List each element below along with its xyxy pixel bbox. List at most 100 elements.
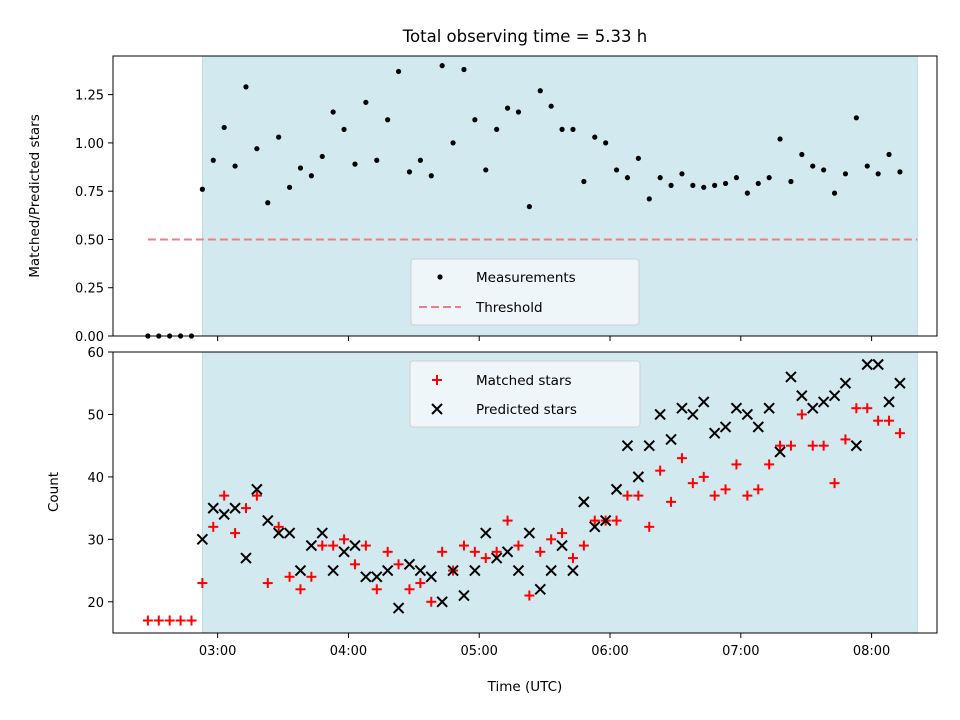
top-legend-box xyxy=(410,258,640,326)
predicted-star-point xyxy=(425,571,437,583)
measurement-point xyxy=(603,140,609,146)
matched-star-point xyxy=(535,546,546,557)
measurement-point xyxy=(668,182,674,188)
measurement-point xyxy=(853,115,859,121)
measurement-point xyxy=(395,68,402,75)
measurement-point xyxy=(472,117,478,123)
predicted-star-point xyxy=(817,396,830,408)
measurement-point xyxy=(330,109,336,115)
measurement-point xyxy=(385,117,391,123)
matched-star-point xyxy=(502,515,513,526)
bottom-y-tick-label: 60 xyxy=(87,346,104,361)
predicted-star-point xyxy=(698,396,710,408)
top-y-ticks: 0.00 0.25 0.50 0.75 1.00 1.25 xyxy=(75,89,113,345)
matched-star-point xyxy=(851,403,862,414)
measurement-point xyxy=(581,178,587,185)
predicted-star-point xyxy=(240,552,252,564)
bottom-y-tick-label: 30 xyxy=(87,533,104,548)
measurement-point xyxy=(864,163,870,169)
matched-star-point xyxy=(862,403,873,414)
chart-title: Total observing time = 5.33 h xyxy=(402,27,647,46)
measurement-point xyxy=(875,171,881,177)
matched-star-point xyxy=(404,584,415,595)
matched-star-point xyxy=(469,546,480,557)
measurement-point xyxy=(733,175,740,181)
predicted-star-point xyxy=(621,439,634,452)
bottom-legend-box xyxy=(409,360,641,428)
measurement-point xyxy=(886,151,892,158)
matched-star-point xyxy=(371,584,382,595)
measurement-point xyxy=(515,109,522,115)
predicted-star-point xyxy=(785,371,797,383)
matched-star-point xyxy=(785,440,796,451)
top-y-tick-label: 0.75 xyxy=(75,185,104,200)
matched-star-point xyxy=(633,490,644,501)
measurement-point xyxy=(319,153,325,160)
measurement-point xyxy=(439,63,445,69)
predicted-star-point xyxy=(578,496,590,508)
measurement-point xyxy=(461,66,467,73)
predicted-star-point xyxy=(251,483,263,496)
legend-matched-marker xyxy=(432,375,442,385)
predicted-star-point xyxy=(196,533,209,546)
matched-star-point xyxy=(873,415,884,426)
matched-star-point xyxy=(219,490,230,501)
predicted-star-point xyxy=(272,527,285,539)
matched-star-point xyxy=(578,540,589,551)
matched-star-point xyxy=(284,571,295,582)
measurement-point xyxy=(744,190,750,196)
x-tick-label: 04:00 xyxy=(330,644,367,659)
matched-star-point xyxy=(153,615,164,626)
predicted-star-point xyxy=(730,402,743,414)
predicted-star-point xyxy=(556,539,568,552)
predicted-star-point xyxy=(294,564,307,577)
measurement-point xyxy=(810,163,816,169)
measurement-point xyxy=(777,136,783,142)
predicted-star-point xyxy=(218,508,230,521)
matched-star-point xyxy=(393,559,404,570)
measurement-point xyxy=(799,151,805,158)
predicted-star-point xyxy=(883,396,895,408)
predicted-star-point xyxy=(490,552,503,564)
matched-star-point xyxy=(262,578,273,589)
matched-star-point xyxy=(775,440,786,451)
predicted-star-point xyxy=(610,483,623,496)
matched-star-point xyxy=(731,459,742,470)
legend-predicted-marker xyxy=(431,403,443,415)
measurement-point xyxy=(428,173,434,179)
x-tick-label: 08:00 xyxy=(853,644,890,659)
predicted-star-point xyxy=(338,546,350,558)
matched-star-point xyxy=(840,434,851,445)
measurement-point xyxy=(679,171,685,177)
predicted-star-point xyxy=(719,421,732,433)
matched-star-point xyxy=(557,528,568,539)
predicted-star-point xyxy=(469,564,481,577)
measurement-point xyxy=(243,84,249,90)
bottom-axes-frame xyxy=(112,351,938,634)
predicted-star-point xyxy=(349,539,361,552)
measurement-point xyxy=(265,200,271,206)
matched-star-point xyxy=(567,553,578,564)
matched-star-point xyxy=(589,515,600,526)
predicted-star-point xyxy=(643,439,655,452)
x-tick-label: 06:00 xyxy=(591,644,628,659)
predicted-star-point xyxy=(807,402,819,414)
matched-star-point xyxy=(251,490,262,501)
matched-star-point xyxy=(655,465,666,476)
matched-star-point xyxy=(709,490,720,501)
predicted-star-point xyxy=(589,521,601,533)
predicted-star-point xyxy=(381,564,394,577)
measurement-point xyxy=(712,182,718,188)
x-tick-label: 05:00 xyxy=(460,644,497,659)
measurement-point xyxy=(537,88,543,94)
measurement-point xyxy=(406,169,413,175)
predicted-star-point xyxy=(392,602,405,614)
legend-threshold-label: Threshold xyxy=(475,300,543,316)
matched-star-point xyxy=(360,540,371,551)
matched-star-point xyxy=(415,578,426,589)
bottom-legend: Matched stars Predicted stars xyxy=(409,360,641,428)
predicted-star-point xyxy=(665,433,677,446)
measurement-point xyxy=(417,157,423,163)
measurement-point xyxy=(548,103,554,109)
predicted-star-point xyxy=(839,377,852,389)
